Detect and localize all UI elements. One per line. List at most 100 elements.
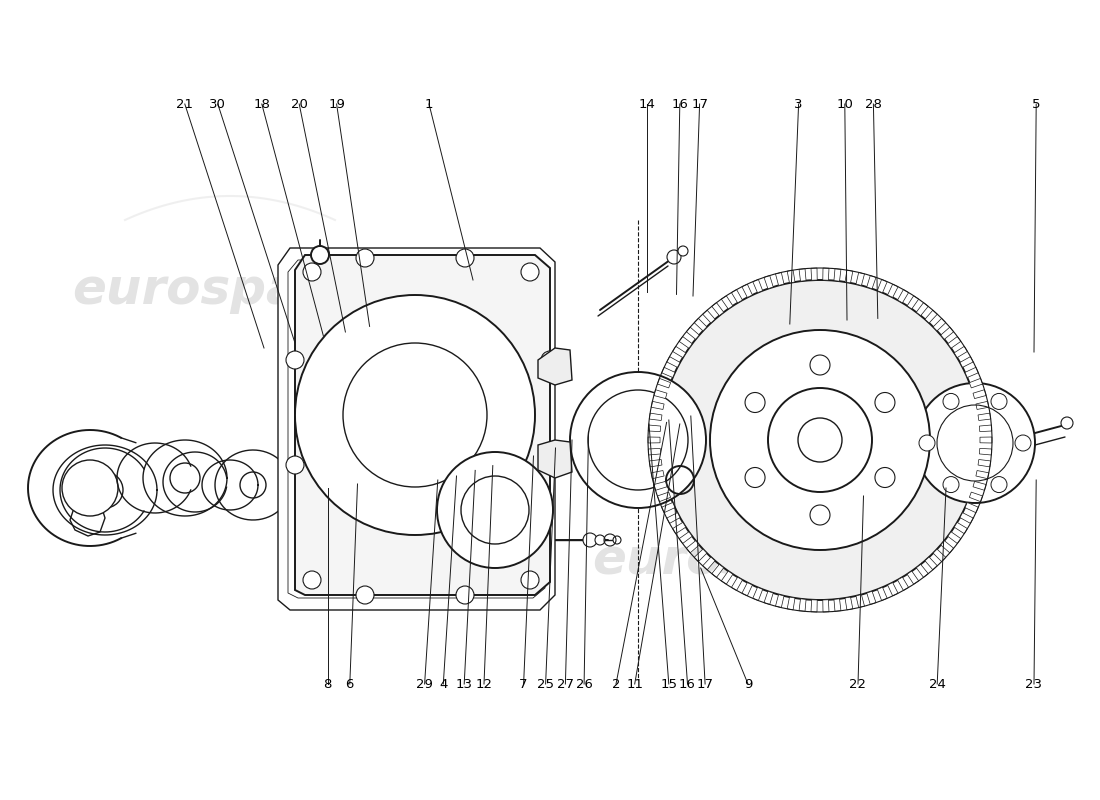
Polygon shape	[960, 357, 974, 367]
Polygon shape	[653, 482, 667, 490]
Text: eurospares: eurospares	[592, 536, 908, 584]
Circle shape	[286, 456, 304, 474]
Polygon shape	[799, 599, 806, 611]
Text: 28: 28	[865, 98, 882, 110]
Text: 24: 24	[928, 678, 946, 690]
Circle shape	[595, 535, 605, 545]
Text: eurospares: eurospares	[72, 266, 388, 314]
Polygon shape	[653, 390, 667, 398]
Text: 19: 19	[328, 98, 345, 110]
Polygon shape	[898, 577, 909, 590]
Polygon shape	[686, 327, 700, 339]
Polygon shape	[867, 591, 876, 605]
Text: 1: 1	[425, 98, 433, 110]
Polygon shape	[651, 402, 664, 410]
Circle shape	[62, 460, 118, 516]
Circle shape	[570, 372, 706, 508]
Polygon shape	[811, 268, 817, 280]
Polygon shape	[845, 597, 853, 610]
Polygon shape	[679, 337, 692, 348]
Circle shape	[943, 477, 959, 493]
Circle shape	[943, 394, 959, 410]
Circle shape	[521, 571, 539, 589]
Circle shape	[302, 263, 321, 281]
Polygon shape	[916, 564, 928, 578]
Text: 7: 7	[519, 678, 528, 690]
Polygon shape	[752, 587, 762, 601]
Circle shape	[437, 452, 553, 568]
Polygon shape	[974, 482, 986, 490]
Polygon shape	[978, 413, 991, 421]
Text: 11: 11	[626, 678, 644, 690]
Text: 20: 20	[290, 98, 308, 110]
Polygon shape	[823, 600, 829, 612]
Polygon shape	[954, 346, 967, 358]
Circle shape	[874, 393, 895, 413]
Polygon shape	[969, 492, 982, 502]
Polygon shape	[979, 425, 992, 432]
Polygon shape	[940, 541, 954, 553]
Text: 5: 5	[1032, 98, 1041, 110]
Polygon shape	[658, 378, 671, 388]
Polygon shape	[741, 284, 752, 298]
Circle shape	[918, 435, 935, 451]
Circle shape	[915, 383, 1035, 503]
Text: 17: 17	[696, 678, 714, 690]
Text: 6: 6	[345, 678, 354, 690]
Polygon shape	[979, 448, 992, 455]
Text: 15: 15	[660, 678, 678, 690]
Circle shape	[583, 533, 597, 547]
Circle shape	[541, 456, 559, 474]
Polygon shape	[878, 279, 888, 293]
Polygon shape	[649, 413, 662, 421]
Polygon shape	[954, 522, 967, 534]
Polygon shape	[940, 327, 954, 339]
Text: 18: 18	[253, 98, 271, 110]
Polygon shape	[538, 348, 572, 385]
Text: 12: 12	[475, 678, 493, 690]
Text: 14: 14	[638, 98, 656, 110]
Polygon shape	[788, 270, 795, 283]
Polygon shape	[752, 279, 762, 293]
Polygon shape	[686, 541, 700, 553]
Polygon shape	[867, 275, 876, 289]
Polygon shape	[960, 513, 974, 523]
Circle shape	[521, 263, 539, 281]
Text: 16: 16	[671, 98, 689, 110]
Polygon shape	[667, 357, 680, 367]
Polygon shape	[933, 549, 946, 562]
Polygon shape	[776, 594, 784, 607]
Polygon shape	[888, 284, 898, 298]
Text: 17: 17	[691, 98, 708, 110]
Circle shape	[302, 571, 321, 589]
Circle shape	[678, 246, 688, 256]
Polygon shape	[679, 532, 692, 543]
Polygon shape	[722, 296, 733, 309]
Text: 2: 2	[612, 678, 620, 690]
Circle shape	[667, 250, 681, 264]
Polygon shape	[811, 600, 817, 612]
Text: 26: 26	[575, 678, 593, 690]
Polygon shape	[694, 549, 707, 562]
Polygon shape	[694, 318, 707, 331]
Circle shape	[541, 351, 559, 369]
Polygon shape	[741, 582, 752, 596]
Circle shape	[991, 477, 1006, 493]
Circle shape	[660, 280, 980, 600]
Polygon shape	[845, 270, 853, 283]
Text: 4: 4	[439, 678, 448, 690]
Text: 21: 21	[176, 98, 194, 110]
Circle shape	[311, 246, 329, 264]
Circle shape	[295, 295, 535, 535]
Polygon shape	[722, 571, 733, 584]
Polygon shape	[672, 522, 685, 534]
Polygon shape	[648, 437, 660, 443]
Circle shape	[356, 249, 374, 267]
Text: 23: 23	[1025, 678, 1043, 690]
Polygon shape	[658, 492, 671, 502]
Text: 9: 9	[744, 678, 752, 690]
Polygon shape	[888, 582, 898, 596]
Text: 22: 22	[849, 678, 867, 690]
Polygon shape	[712, 564, 724, 578]
Circle shape	[456, 586, 474, 604]
